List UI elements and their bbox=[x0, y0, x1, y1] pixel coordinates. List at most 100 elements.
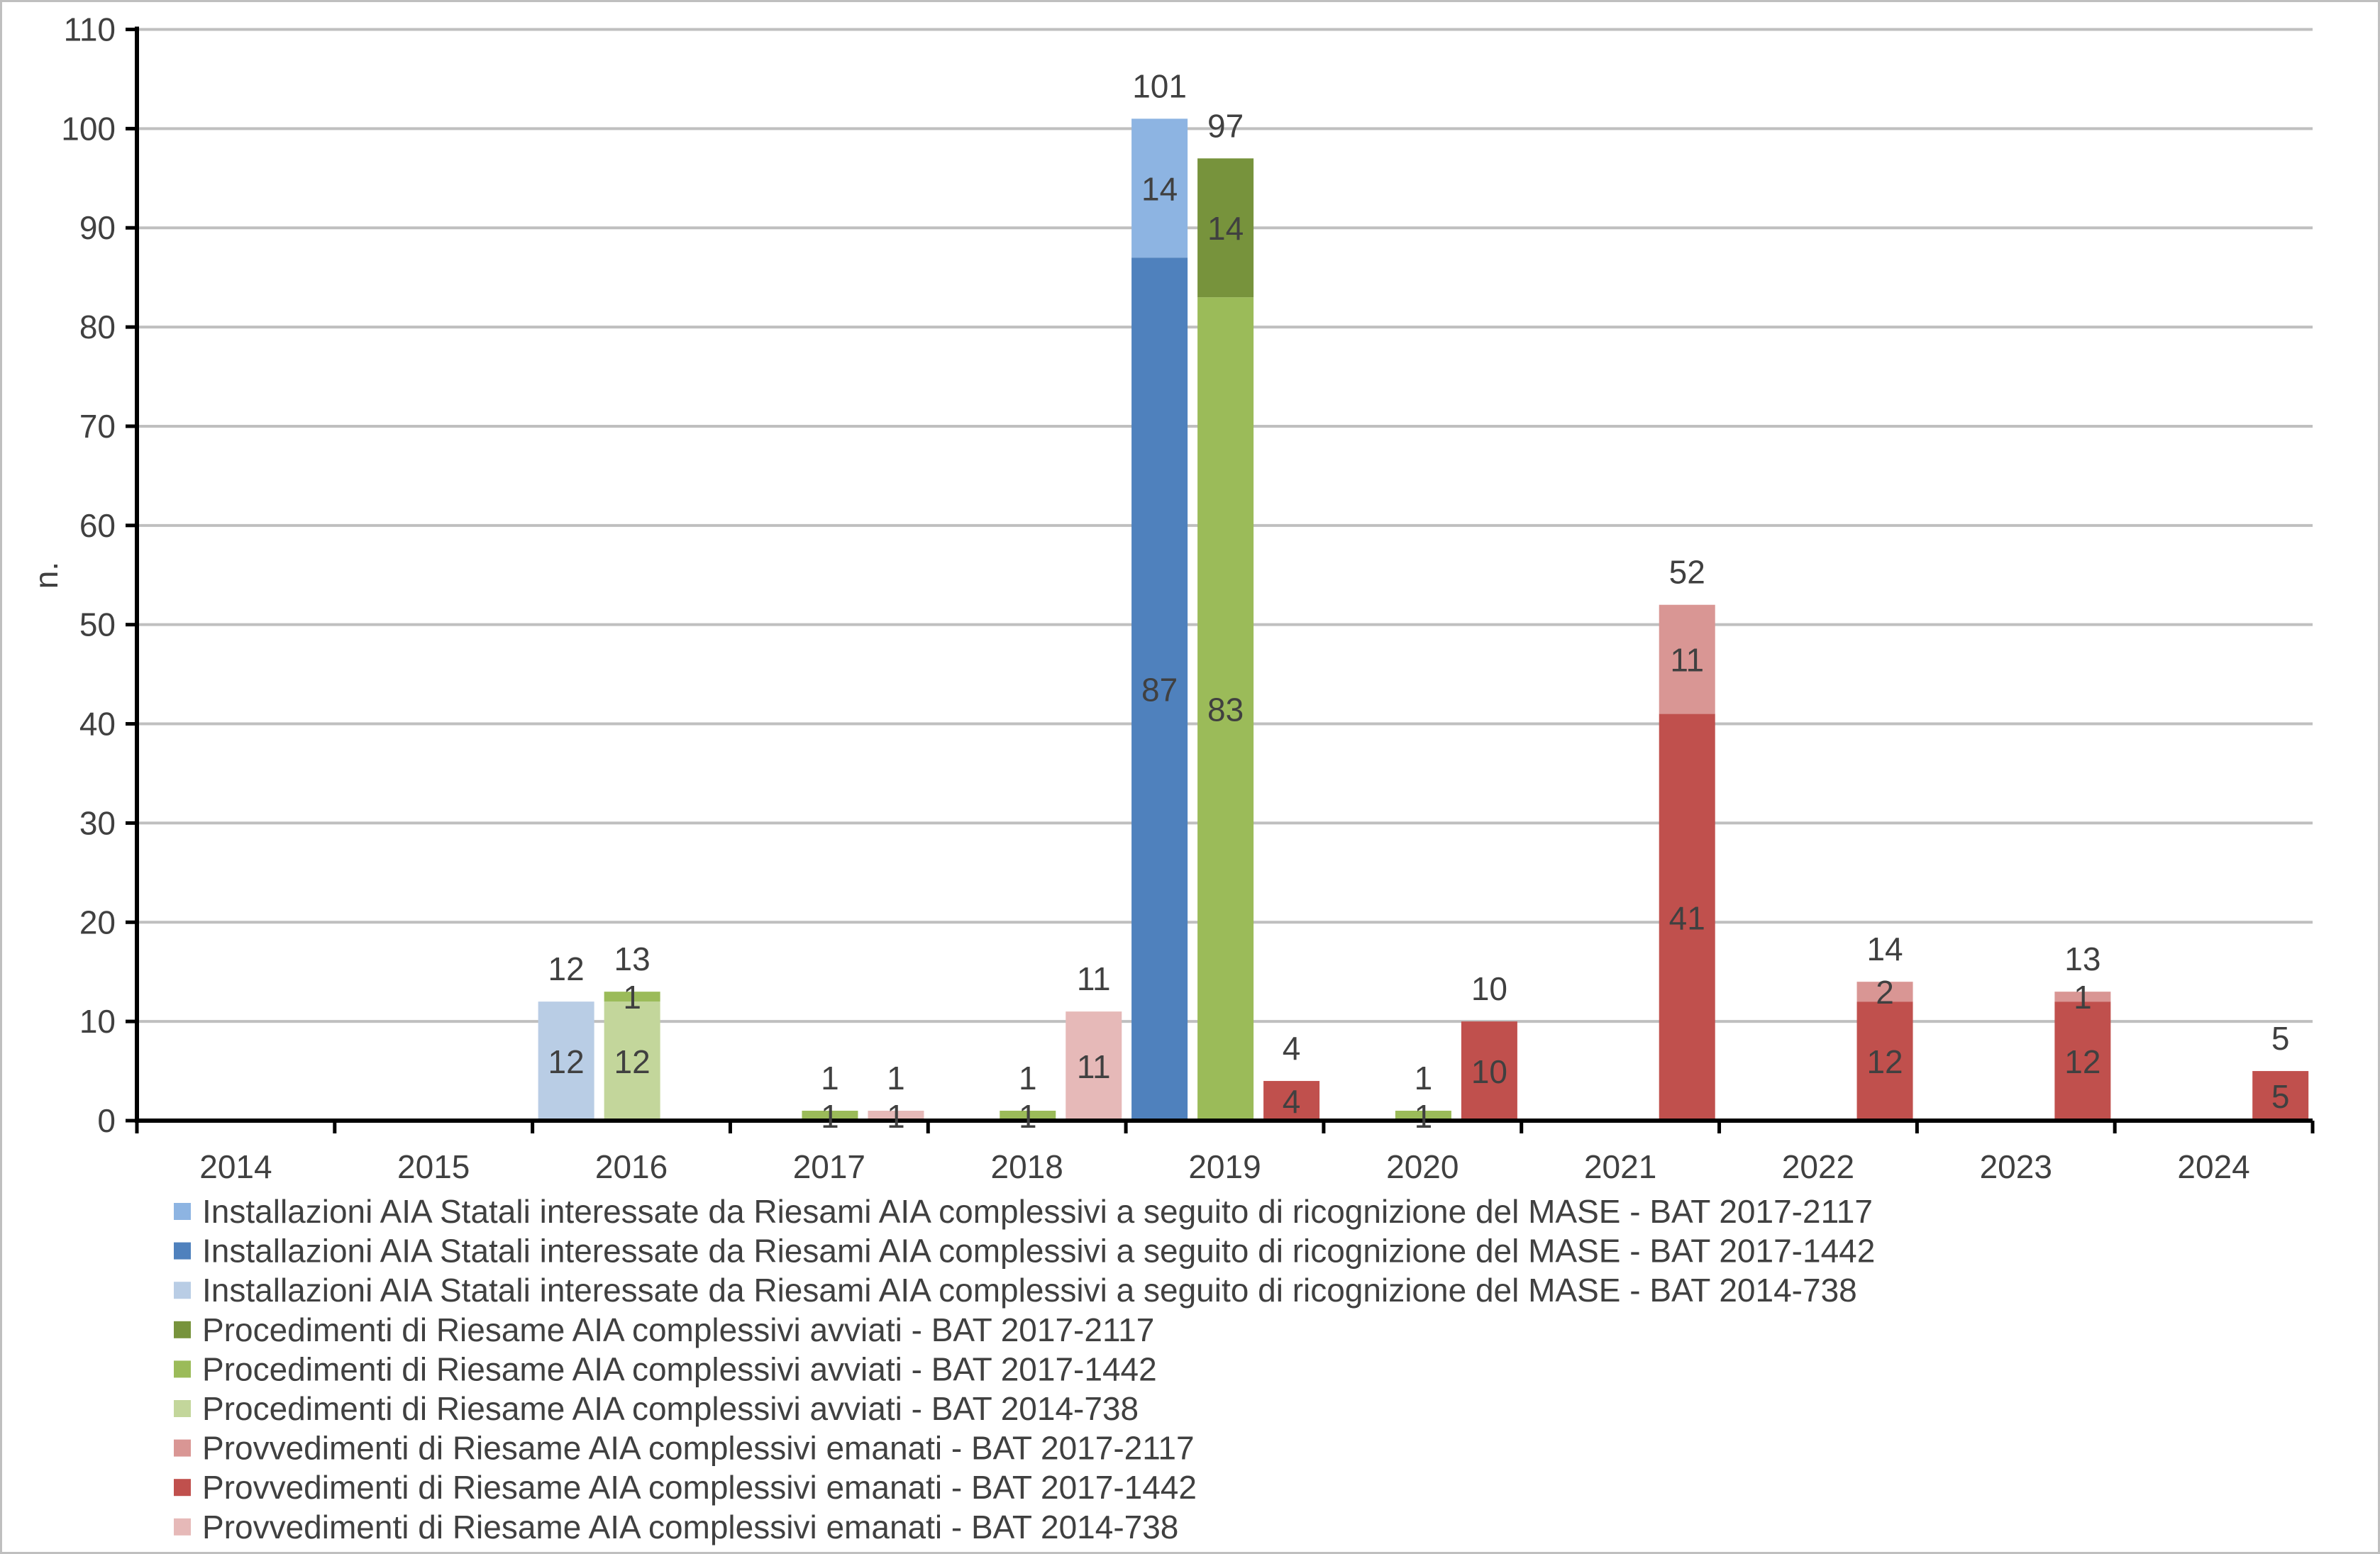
legend-swatch bbox=[174, 1242, 191, 1260]
bar-segment bbox=[2054, 992, 2111, 1002]
segment-value-label: 83 bbox=[1207, 692, 1244, 728]
total-value-label: 11 bbox=[1077, 960, 1111, 997]
total-value-label: 12 bbox=[548, 950, 585, 987]
y-tick-label: 40 bbox=[79, 706, 116, 743]
legend-swatch bbox=[174, 1439, 191, 1457]
legend-swatch bbox=[174, 1282, 191, 1299]
total-value-label: 1 bbox=[1415, 1060, 1433, 1097]
legend-label: Provvedimenti di Riesame AIA complessivi… bbox=[202, 1509, 1178, 1545]
bar-segment bbox=[1659, 714, 1715, 1121]
y-tick-label: 60 bbox=[79, 507, 116, 544]
bar-segment bbox=[1000, 1111, 1056, 1121]
bar-segment bbox=[868, 1111, 924, 1121]
total-value-label: 101 bbox=[1132, 67, 1187, 104]
legend-swatch bbox=[174, 1321, 191, 1338]
segment-value-label: 87 bbox=[1141, 672, 1178, 709]
bar-segment bbox=[2252, 1071, 2309, 1121]
y-tick-label: 0 bbox=[97, 1102, 116, 1139]
legend: Installazioni AIA Statali interessate da… bbox=[174, 1193, 1875, 1545]
segment-value-label: 10 bbox=[1471, 1053, 1507, 1090]
legend-label: Procedimenti di Riesame AIA complessivi … bbox=[202, 1311, 1154, 1348]
legend-label: Installazioni AIA Statali interessate da… bbox=[202, 1272, 1857, 1309]
x-tick-label: 2015 bbox=[397, 1148, 470, 1185]
segment-value-label: 1 bbox=[623, 979, 641, 1016]
bar-segment bbox=[1461, 1021, 1517, 1121]
x-tick-label: 2020 bbox=[1386, 1148, 1459, 1185]
y-tick-label: 70 bbox=[79, 408, 116, 445]
y-axis-label: n. bbox=[28, 562, 65, 589]
bar-segment bbox=[1197, 158, 1254, 298]
bar-segment bbox=[538, 1001, 594, 1121]
bar-segment bbox=[2054, 1001, 2111, 1121]
y-tick-label: 90 bbox=[79, 209, 116, 246]
x-tick-label: 2024 bbox=[2177, 1148, 2249, 1185]
segment-value-label: 5 bbox=[2271, 1078, 2290, 1115]
segment-value-label: 1 bbox=[1415, 1098, 1433, 1135]
total-value-label: 14 bbox=[1866, 931, 1903, 967]
bar-segment bbox=[1263, 1081, 1320, 1121]
segment-value-label: 1 bbox=[2074, 979, 2092, 1016]
bar-segment bbox=[802, 1111, 858, 1121]
bar-segment bbox=[1659, 604, 1715, 714]
total-value-label: 13 bbox=[614, 940, 651, 977]
total-value-label: 4 bbox=[1283, 1030, 1301, 1067]
legend-swatch bbox=[174, 1518, 191, 1536]
segment-value-label: 12 bbox=[548, 1043, 585, 1080]
legend-label: Provvedimenti di Riesame AIA complessivi… bbox=[202, 1469, 1197, 1506]
legend-swatch bbox=[174, 1203, 191, 1220]
segment-value-label: 41 bbox=[1669, 899, 1705, 936]
segment-value-label: 14 bbox=[1207, 210, 1244, 247]
segment-value-label: 12 bbox=[614, 1043, 651, 1080]
x-tick-label: 2019 bbox=[1188, 1148, 1261, 1185]
y-tick-label: 50 bbox=[79, 606, 116, 643]
y-tick-label: 80 bbox=[79, 309, 116, 345]
total-value-label: 1 bbox=[887, 1060, 905, 1097]
x-tick-label: 2017 bbox=[793, 1148, 865, 1185]
x-tick-label: 2018 bbox=[991, 1148, 1063, 1185]
segment-value-label: 12 bbox=[1866, 1043, 1903, 1080]
legend-label: Provvedimenti di Riesame AIA complessivi… bbox=[202, 1430, 1195, 1467]
segment-value-label: 14 bbox=[1141, 170, 1178, 207]
total-value-label: 97 bbox=[1207, 107, 1244, 144]
bar-segment bbox=[1066, 1011, 1122, 1121]
total-value-label: 1 bbox=[821, 1060, 839, 1097]
bar-segment bbox=[1197, 297, 1254, 1121]
total-value-label: 5 bbox=[2271, 1020, 2290, 1057]
x-tick-label: 2014 bbox=[199, 1148, 272, 1185]
bar-segment bbox=[604, 992, 660, 1002]
total-value-label: 10 bbox=[1471, 970, 1507, 1007]
x-tick-label: 2023 bbox=[1980, 1148, 2052, 1185]
segment-value-label: 1 bbox=[887, 1098, 905, 1135]
y-tick-label: 20 bbox=[79, 904, 116, 940]
legend-swatch bbox=[174, 1479, 191, 1497]
total-value-label: 1 bbox=[1019, 1060, 1037, 1097]
bars bbox=[538, 118, 2309, 1121]
legend-label: Installazioni AIA Statali interessate da… bbox=[202, 1193, 1873, 1230]
bar-segment bbox=[1856, 1001, 1913, 1121]
segment-value-label: 1 bbox=[821, 1098, 839, 1135]
segment-value-label: 4 bbox=[1283, 1083, 1301, 1120]
total-value-label: 52 bbox=[1669, 554, 1705, 591]
x-tick-label: 2022 bbox=[1782, 1148, 1854, 1185]
legend-label: Installazioni AIA Statali interessate da… bbox=[202, 1233, 1875, 1270]
bar-segment bbox=[604, 1001, 660, 1121]
total-value-label: 13 bbox=[2064, 940, 2101, 977]
x-tick-label: 2016 bbox=[595, 1148, 668, 1185]
y-tick-label: 110 bbox=[64, 11, 116, 48]
segment-value-label: 12 bbox=[2064, 1043, 2101, 1080]
bar-segment bbox=[1395, 1111, 1451, 1121]
segment-value-label: 2 bbox=[1876, 974, 1894, 1011]
bar-segment bbox=[1131, 118, 1188, 258]
segment-value-label: 11 bbox=[1077, 1048, 1111, 1085]
y-tick-label: 30 bbox=[79, 804, 116, 841]
legend-label: Procedimenti di Riesame AIA complessivi … bbox=[202, 1350, 1157, 1387]
segment-value-label: 11 bbox=[1670, 642, 1704, 679]
legend-swatch bbox=[174, 1360, 191, 1378]
legend-swatch bbox=[174, 1400, 191, 1417]
y-tick-label: 10 bbox=[79, 1003, 116, 1040]
bar-segment bbox=[1856, 982, 1913, 1002]
